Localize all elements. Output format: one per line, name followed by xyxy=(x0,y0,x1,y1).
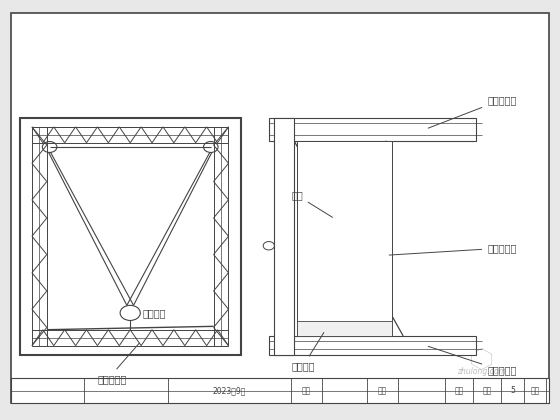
Text: 比例: 比例 xyxy=(530,386,539,395)
Text: 主梁下弦杆: 主梁下弦杆 xyxy=(98,343,139,384)
Bar xyxy=(274,118,294,355)
Bar xyxy=(20,118,241,355)
Text: 操作平台: 操作平台 xyxy=(142,308,166,318)
Bar xyxy=(269,118,476,141)
Text: 设计: 设计 xyxy=(302,386,311,395)
Bar xyxy=(269,336,476,355)
Text: 审核: 审核 xyxy=(455,386,464,395)
Text: 主梁下弦杆: 主梁下弦杆 xyxy=(428,346,516,375)
Text: 2023年9月: 2023年9月 xyxy=(213,386,246,395)
Text: zhulong.com: zhulong.com xyxy=(457,367,506,376)
Text: 操作平台: 操作平台 xyxy=(291,333,324,371)
Text: 5: 5 xyxy=(510,386,515,395)
Bar xyxy=(11,378,549,403)
Text: 主梁上弦杆: 主梁上弦杆 xyxy=(428,95,516,128)
Text: 复核: 复核 xyxy=(377,386,387,395)
Bar xyxy=(297,141,392,336)
Text: 扶梯: 扶梯 xyxy=(291,190,333,218)
Text: 主梁斜腹杆: 主梁斜腹杆 xyxy=(389,243,516,255)
Text: 图号: 图号 xyxy=(483,386,492,395)
Bar xyxy=(32,127,228,346)
Bar xyxy=(297,321,392,336)
